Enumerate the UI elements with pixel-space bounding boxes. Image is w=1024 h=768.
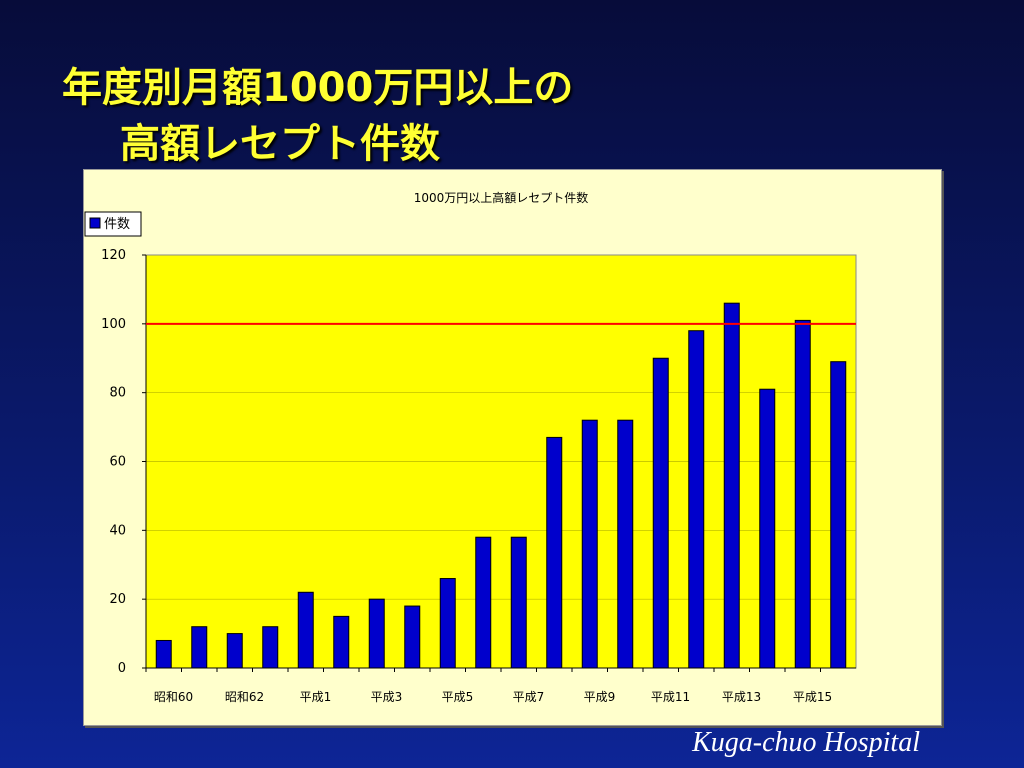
- x-tick-label: 平成9: [584, 690, 616, 704]
- bar-昭和62: [226, 633, 243, 669]
- legend-label: 件数: [104, 217, 130, 232]
- bar-平成7: [510, 536, 527, 669]
- bar-平成4: [404, 605, 421, 669]
- bar-平成12: [688, 330, 705, 669]
- bar-平成5: [439, 578, 456, 669]
- bar-平成1: [297, 591, 314, 669]
- x-tick-label: 平成11: [651, 690, 690, 704]
- bar-平成9: [581, 419, 598, 669]
- bar-昭和60: [155, 639, 172, 669]
- bar-平成11: [652, 357, 669, 669]
- x-tick-label: 平成7: [513, 690, 545, 704]
- y-tick-label: 40: [109, 523, 126, 538]
- y-tick-label: 0: [118, 661, 126, 676]
- y-tick-label: 20: [109, 592, 126, 607]
- title-line-2: 高額レセプト件数: [120, 121, 440, 167]
- y-tick-label: 60: [109, 455, 126, 470]
- chart-panel: 1000万円以上高額レセプト件数件数 0 20 40 60 80 100 120 昭和60 昭和6…: [83, 169, 942, 726]
- bar-平成2: [333, 615, 350, 669]
- bar-平成16: [830, 361, 847, 669]
- chart-title: 1000万円以上高額レセプト件数: [414, 190, 589, 205]
- bar-平成14: [759, 388, 776, 669]
- bar-平成3: [368, 598, 385, 669]
- x-tick-label: 平成3: [371, 690, 403, 704]
- bar-昭和63: [262, 626, 279, 669]
- slide-title: 年度別月額1000万円以上の 高額レセプト件数: [62, 60, 573, 172]
- x-tick-label: 平成13: [722, 690, 761, 704]
- x-tick-label: 平成1: [300, 690, 332, 704]
- x-tick-label: 昭和60: [154, 690, 193, 704]
- bar-平成8: [546, 436, 563, 669]
- x-tick-label: 昭和62: [225, 690, 264, 704]
- x-tick-label: 平成5: [442, 690, 474, 704]
- bar-平成13: [723, 302, 740, 669]
- legend-swatch: [89, 217, 101, 229]
- y-tick-label: 120: [101, 248, 126, 263]
- y-tick-label: 100: [101, 317, 126, 332]
- bar-昭和61: [191, 626, 208, 669]
- x-tick-label: 平成15: [793, 690, 832, 704]
- bar-平成15: [794, 319, 811, 669]
- y-tick-label: 80: [109, 386, 126, 401]
- hospital-name: Kuga-chuo Hospital: [692, 727, 920, 758]
- title-line-1: 年度別月額1000万円以上の: [62, 65, 574, 111]
- bar-平成6: [475, 536, 492, 669]
- bar-平成10: [617, 419, 634, 669]
